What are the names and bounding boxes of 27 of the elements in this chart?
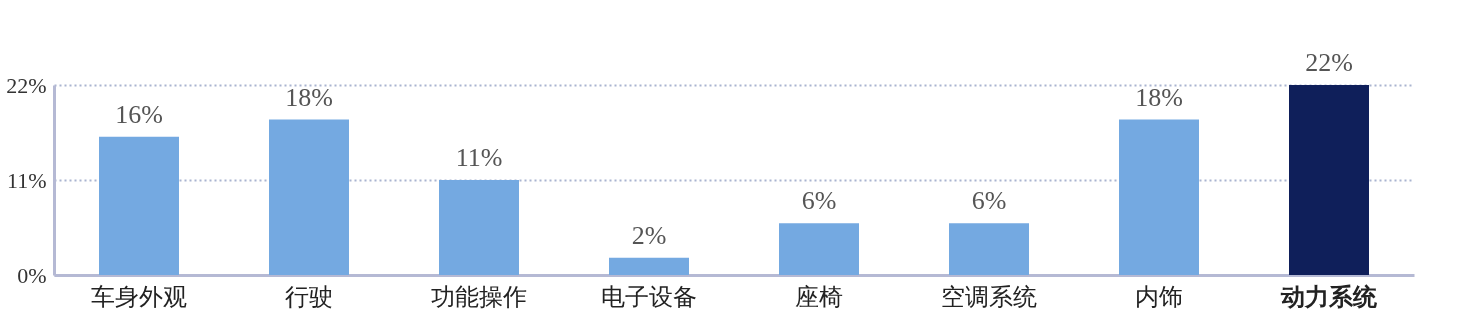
bar xyxy=(1119,119,1199,275)
bar xyxy=(99,136,179,275)
bar xyxy=(949,223,1029,275)
y-tick-label: 22% xyxy=(6,72,47,98)
data-label: 16% xyxy=(115,99,163,129)
x-tick-label: 行驶 xyxy=(285,282,333,311)
x-tick-label: 车身外观 xyxy=(91,282,187,311)
bar xyxy=(779,223,859,275)
data-label: 6% xyxy=(971,186,1007,216)
data-label: 18% xyxy=(285,82,333,112)
x-tick-label: 座椅 xyxy=(795,282,843,311)
bar xyxy=(439,180,519,275)
bar xyxy=(269,119,349,275)
x-tick-label: 空调系统 xyxy=(941,282,1037,311)
data-label: 6% xyxy=(801,186,837,216)
data-label: 18% xyxy=(1135,82,1183,112)
bar xyxy=(1289,85,1369,275)
y-tick-label: 11% xyxy=(6,167,47,193)
x-tick-label: 电子设备 xyxy=(601,282,697,311)
bar xyxy=(609,257,689,275)
data-label: 11% xyxy=(455,143,503,172)
data-label: 2% xyxy=(631,220,667,250)
x-tick-label: 内饰 xyxy=(1135,282,1183,311)
data-label: 22% xyxy=(1305,48,1353,77)
x-tick-label: 动力系统 xyxy=(1280,282,1378,311)
y-tick-label: 0% xyxy=(17,262,47,288)
x-tick-label: 功能操作 xyxy=(431,282,527,311)
